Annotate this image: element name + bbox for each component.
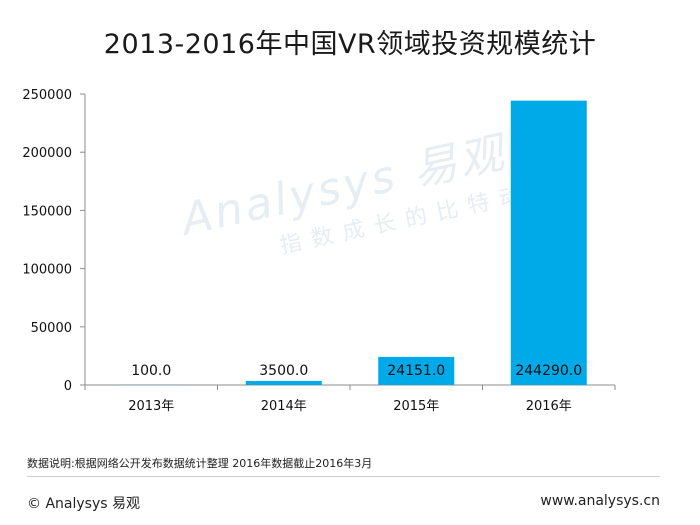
footer-divider xyxy=(27,476,660,477)
x-tick-label: 2015年 xyxy=(393,399,439,414)
x-tick-label: 2016年 xyxy=(526,399,572,414)
bar xyxy=(510,100,587,386)
copyright-text: © Analysys 易观 xyxy=(27,496,140,512)
data-label: 244290.0 xyxy=(515,363,582,379)
data-label: 24151.0 xyxy=(387,363,445,379)
y-tick-label: 0 xyxy=(64,379,72,394)
bar xyxy=(245,380,322,385)
bar xyxy=(378,356,455,385)
bar-chart: 0 50000 100000 150000 200000 250000 2013年 100.0… xyxy=(22,88,616,414)
x-tick-label: 2014年 xyxy=(261,399,307,414)
y-tick-label: 250000 xyxy=(22,88,72,103)
y-tick-label: 200000 xyxy=(22,146,72,161)
data-label: 3500.0 xyxy=(259,363,308,379)
x-tick-label: 2013年 xyxy=(128,399,174,414)
y-tick-label: 100000 xyxy=(22,263,72,278)
y-tick-label: 50000 xyxy=(31,321,72,336)
website-link[interactable]: www.analysys.cn xyxy=(540,493,660,509)
chart-title: 2013-2016年中国VR领域投资规模统计 xyxy=(103,29,597,60)
data-label: 100.0 xyxy=(131,363,171,379)
data-note: 数据说明:根据网络公开发布数据统计整理 2016年数据截止2016年3月 xyxy=(27,457,373,470)
y-tick-label: 150000 xyxy=(22,204,72,219)
